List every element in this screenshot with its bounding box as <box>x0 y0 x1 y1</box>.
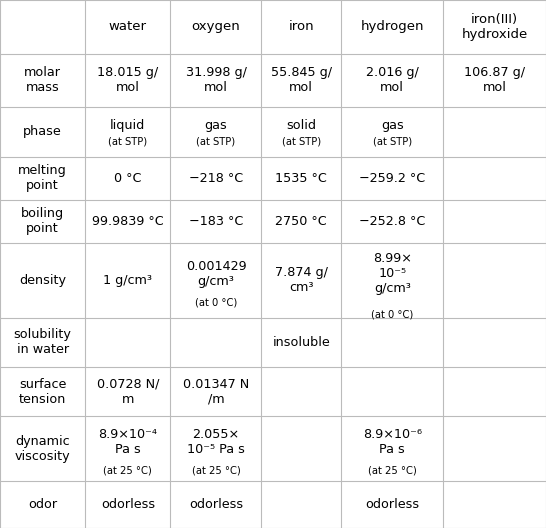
Text: 0.01347 N
/m: 0.01347 N /m <box>183 378 249 406</box>
Text: iron: iron <box>288 21 314 33</box>
Text: oxygen: oxygen <box>192 21 240 33</box>
Text: (at 25 °C): (at 25 °C) <box>192 466 240 476</box>
Text: 1535 °C: 1535 °C <box>275 172 327 185</box>
Text: (at STP): (at STP) <box>197 137 235 147</box>
Text: density: density <box>19 274 66 287</box>
Text: (at STP): (at STP) <box>373 137 412 147</box>
Text: 2.055×
10⁻⁵ Pa s: 2.055× 10⁻⁵ Pa s <box>187 428 245 456</box>
Text: 1 g/cm³: 1 g/cm³ <box>103 274 152 287</box>
Text: solubility
in water: solubility in water <box>14 328 72 356</box>
Text: 31.998 g/
mol: 31.998 g/ mol <box>186 67 246 95</box>
Text: 99.9839 °C: 99.9839 °C <box>92 214 164 228</box>
Text: 0.0728 N/
m: 0.0728 N/ m <box>97 378 159 406</box>
Text: liquid: liquid <box>110 119 145 132</box>
Text: surface
tension: surface tension <box>19 378 66 406</box>
Text: odorless: odorless <box>365 498 419 511</box>
Text: (at 0 °C): (at 0 °C) <box>371 309 413 319</box>
Text: (at STP): (at STP) <box>282 137 321 147</box>
Text: 8.9×10⁻⁴
Pa s: 8.9×10⁻⁴ Pa s <box>98 428 157 456</box>
Text: 18.015 g/
mol: 18.015 g/ mol <box>97 67 158 95</box>
Text: iron(III)
hydroxide: iron(III) hydroxide <box>461 13 528 41</box>
Text: odorless: odorless <box>101 498 155 511</box>
Text: insoluble: insoluble <box>272 336 330 349</box>
Text: −218 °C: −218 °C <box>189 172 243 185</box>
Text: gas: gas <box>381 119 403 132</box>
Text: solid: solid <box>286 119 316 132</box>
Text: molar
mass: molar mass <box>24 67 61 95</box>
Text: dynamic
viscosity: dynamic viscosity <box>15 435 70 463</box>
Text: phase: phase <box>23 126 62 138</box>
Text: hydrogen: hydrogen <box>360 21 424 33</box>
Text: gas: gas <box>205 119 227 132</box>
Text: (at 0 °C): (at 0 °C) <box>195 297 237 307</box>
Text: odor: odor <box>28 498 57 511</box>
Text: 8.99×
10⁻⁵
g/cm³: 8.99× 10⁻⁵ g/cm³ <box>373 252 412 295</box>
Text: 7.874 g/
cm³: 7.874 g/ cm³ <box>275 266 328 294</box>
Text: 0.001429
g/cm³: 0.001429 g/cm³ <box>186 260 246 288</box>
Text: 0 °C: 0 °C <box>114 172 141 185</box>
Text: odorless: odorless <box>189 498 243 511</box>
Text: water: water <box>109 21 147 33</box>
Text: −252.8 °C: −252.8 °C <box>359 214 425 228</box>
Text: 2750 °C: 2750 °C <box>275 214 327 228</box>
Text: −259.2 °C: −259.2 °C <box>359 172 425 185</box>
Text: 106.87 g/
mol: 106.87 g/ mol <box>464 67 525 95</box>
Text: (at 25 °C): (at 25 °C) <box>104 466 152 476</box>
Text: 8.9×10⁻⁶
Pa s: 8.9×10⁻⁶ Pa s <box>363 428 422 456</box>
Text: melting
point: melting point <box>18 164 67 192</box>
Text: (at STP): (at STP) <box>108 137 147 147</box>
Text: boiling
point: boiling point <box>21 207 64 235</box>
Text: (at 25 °C): (at 25 °C) <box>368 466 417 476</box>
Text: −183 °C: −183 °C <box>189 214 243 228</box>
Text: 2.016 g/
mol: 2.016 g/ mol <box>366 67 419 95</box>
Text: 55.845 g/
mol: 55.845 g/ mol <box>271 67 332 95</box>
